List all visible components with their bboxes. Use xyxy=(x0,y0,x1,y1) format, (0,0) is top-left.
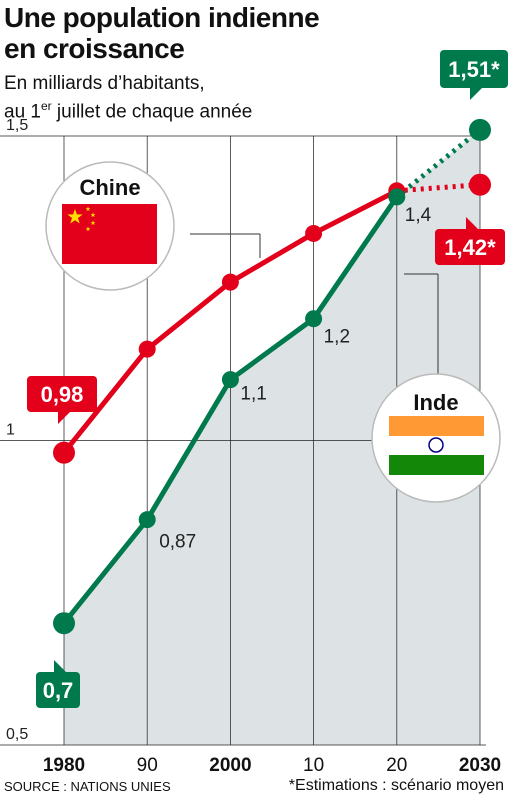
india-callout-1980-box xyxy=(36,672,80,708)
china-flag-star-small xyxy=(90,220,96,226)
india-data-label: 1,2 xyxy=(324,327,350,348)
india-flag-saffron xyxy=(389,416,484,436)
india-point xyxy=(138,511,156,529)
chart-subtitle: En milliards d’habitants, au 1er juillet… xyxy=(4,72,252,123)
india-data-label: 1,4 xyxy=(405,205,432,226)
india-callout-2030: 1,51* xyxy=(440,50,508,100)
india-point xyxy=(53,612,75,635)
india-callout-1980-pointer xyxy=(54,660,66,672)
china-flag-star-small xyxy=(90,212,96,218)
x-tick-label: 10 xyxy=(303,755,324,776)
china-flag-star-small xyxy=(85,206,91,212)
china-legend-label: Chine xyxy=(79,175,140,200)
china-callout-1980-text: 0,98 xyxy=(41,382,84,407)
x-tick-label: 20 xyxy=(386,755,407,776)
china-point xyxy=(305,224,323,242)
china-flag xyxy=(62,204,157,264)
india-flag-white xyxy=(389,436,484,455)
source-note: SOURCE : NATIONS UNIES xyxy=(4,779,171,794)
india-point xyxy=(469,118,491,141)
china-callout-1980-pointer xyxy=(58,412,70,424)
china-flag-star-small xyxy=(85,226,91,232)
subtitle-line-2-post: juillet de chaque année xyxy=(51,101,253,123)
y-tick-label: 1 xyxy=(6,422,15,439)
china-callout-2030-pointer xyxy=(466,217,478,229)
china-callout-2030: 1,42* xyxy=(435,217,505,265)
india-callout-2030-text: 1,51* xyxy=(448,57,500,82)
india-point xyxy=(388,188,406,206)
china-point xyxy=(138,340,156,358)
estimate-footnote: *Estimations : scénario moyen xyxy=(288,777,504,794)
chart-title: Une population indienne en croissance xyxy=(4,2,320,64)
india-legend-badge: Inde xyxy=(371,273,501,503)
china-callout-2030-text: 1,42* xyxy=(444,235,496,260)
subtitle-line-2-sup: er xyxy=(40,99,52,113)
india-callout-2030-pointer xyxy=(470,88,482,100)
title-line-2: en croissance xyxy=(4,33,185,64)
india-data-label: 1,1 xyxy=(240,384,266,405)
china-callout-2030-box xyxy=(435,229,505,265)
india-estimate-line xyxy=(395,127,482,199)
title-line-1: Une population indienne xyxy=(4,2,320,33)
india-callout-1980-text: 0,7 xyxy=(43,678,74,703)
india-point xyxy=(305,310,323,328)
india-data-label: 0,87 xyxy=(159,532,196,553)
x-tick-label: 90 xyxy=(137,755,158,776)
x-tick-label: 2000 xyxy=(209,755,251,776)
y-tick-label: 0,5 xyxy=(6,726,28,743)
india-flag-green xyxy=(389,455,484,475)
india-area-fill xyxy=(64,129,480,745)
subtitle-line-1: En milliards d’habitants, xyxy=(4,73,205,94)
india-legend-label: Inde xyxy=(413,390,458,415)
x-tick-label: 1980 xyxy=(43,755,85,776)
india-flag-chakra xyxy=(428,437,444,453)
china-legend-badge: Chine xyxy=(45,161,261,291)
china-point xyxy=(53,441,75,464)
india-callout-1980: 0,7 xyxy=(36,660,80,708)
subtitle-line-2-pre: au 1 xyxy=(4,101,41,123)
china-callout-1980: 0,98 xyxy=(27,376,97,424)
china-point xyxy=(221,273,239,291)
china-point xyxy=(469,173,491,196)
x-tick-label: 2030 xyxy=(459,755,501,776)
china-estimate-line xyxy=(396,182,481,194)
india-callout-2030-box xyxy=(440,50,508,88)
china-callout-1980-box xyxy=(27,376,97,412)
china-flag-star-large xyxy=(67,209,83,224)
y-tick-label: 1,5 xyxy=(6,117,28,134)
india-point xyxy=(221,371,239,389)
